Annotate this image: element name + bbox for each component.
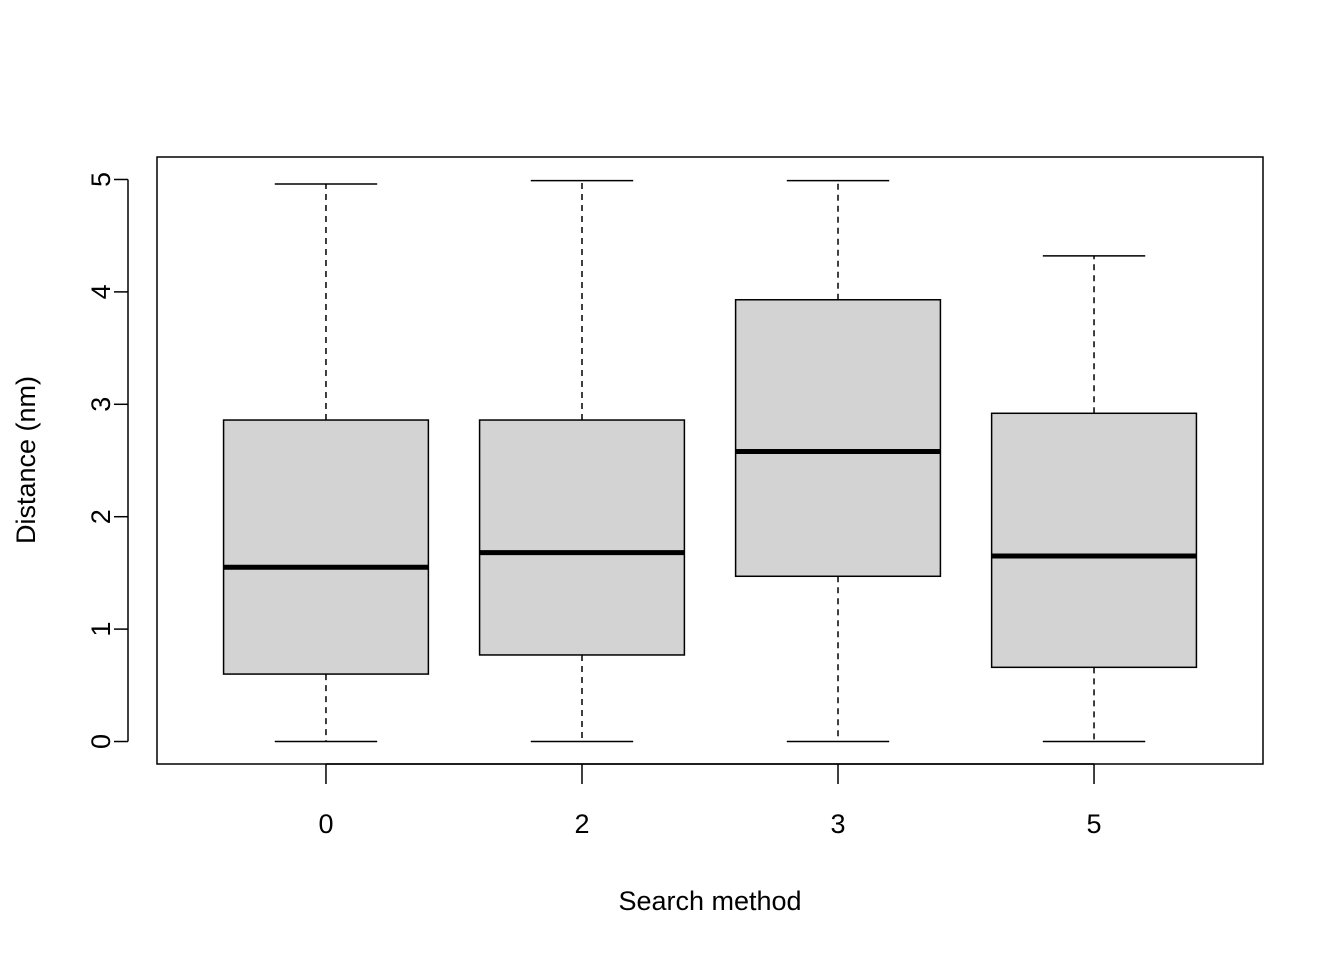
y-tick-label: 5 bbox=[86, 172, 116, 187]
y-axis-label: Distance (nm) bbox=[11, 376, 41, 544]
x-tick-label: 5 bbox=[1087, 809, 1102, 839]
y-tick-label: 2 bbox=[86, 509, 116, 524]
y-tick-label: 1 bbox=[86, 622, 116, 637]
box bbox=[734, 299, 942, 578]
x-axis-label: Search method bbox=[618, 886, 801, 916]
y-tick-label: 3 bbox=[86, 397, 116, 412]
box bbox=[990, 412, 1198, 669]
y-tick-label: 4 bbox=[86, 284, 116, 299]
box bbox=[478, 419, 686, 656]
x-tick-label: 2 bbox=[574, 809, 589, 839]
x-tick-label: 0 bbox=[318, 809, 333, 839]
y-tick-label: 0 bbox=[86, 734, 116, 749]
box bbox=[222, 419, 430, 675]
x-tick-label: 3 bbox=[830, 809, 845, 839]
